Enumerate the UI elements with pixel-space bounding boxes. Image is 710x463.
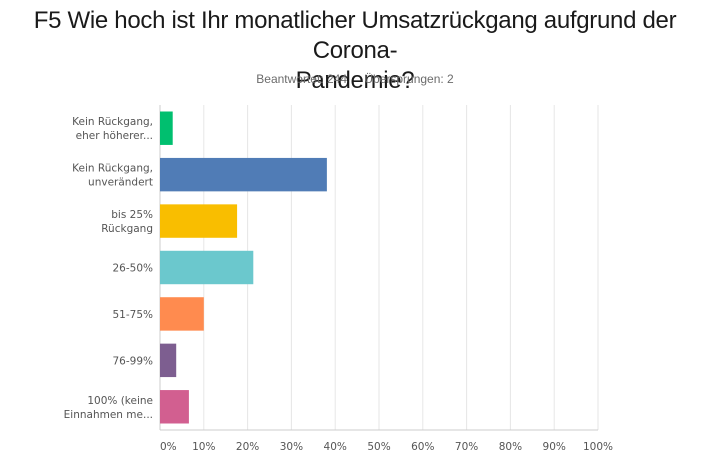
category-label: 100% (keine [87,395,153,407]
bar[interactable] [160,343,177,378]
response-stats: Beantwortet: 244 Übersprungen: 2 [0,72,710,86]
category-labels: Kein Rückgang, eher höherer... Kein Rückga… [64,116,153,421]
tick-labels: 0% 10% 20% 30% 40% 50% 60% 70% 80% 90% 100% [160,441,613,453]
skipped-count: Übersprungen: 2 [364,72,454,86]
x-tick-label: 0% [160,441,177,453]
category-label: 76-99% [113,355,154,367]
x-tick-label: 40% [324,441,347,453]
x-tick-label: 50% [367,441,390,453]
bar[interactable] [160,111,173,145]
category-label: Kein Rückgang, [72,116,153,128]
x-tick-label: 30% [280,441,303,453]
bar[interactable] [160,390,189,424]
chart-title: F5 Wie hoch ist Ihr monatlicher Umsatzrü… [0,6,710,96]
category-label: Rückgang [101,223,153,235]
category-label: unverändert [88,177,153,189]
bar[interactable] [160,250,254,285]
chart-title-line-1: F5 Wie hoch ist Ihr monatlicher Umsatzrü… [33,7,677,64]
x-tick-label: 80% [499,441,522,453]
x-tick-label: 70% [455,441,478,453]
x-tick-label: 90% [543,441,566,453]
category-label: 26-50% [113,263,154,275]
bar[interactable] [160,204,238,238]
x-tick-label: 60% [411,441,434,453]
chart-title-line-2: Pandemie? [295,67,415,94]
category-label: eher höherer... [76,130,153,142]
category-label: Kein Rückgang, [72,163,153,175]
bar[interactable] [160,297,204,331]
answered-count: Beantwortet: 244 [256,72,347,86]
category-label: 51-75% [113,309,154,321]
category-label: Einnahmen me... [64,409,153,421]
x-tick-label: 20% [236,441,259,453]
category-label: bis 25% [111,209,153,221]
bars [160,111,327,424]
x-tick-label: 10% [192,441,215,453]
bar[interactable] [160,157,327,192]
x-tick-label: 100% [583,441,613,453]
